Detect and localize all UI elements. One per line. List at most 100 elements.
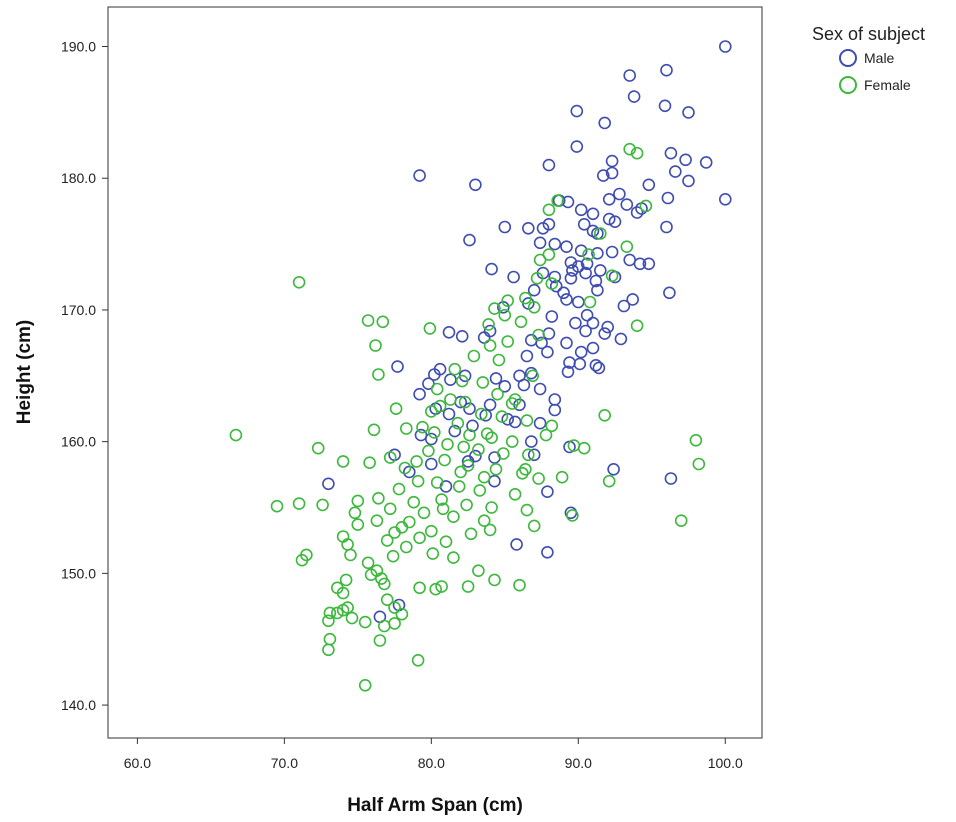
data-point-female	[369, 339, 382, 352]
data-point-male	[614, 332, 628, 346]
data-point-female	[399, 422, 413, 435]
data-point-male	[642, 178, 656, 192]
data-point-male	[521, 222, 535, 235]
legend-label-female: Female	[864, 77, 911, 93]
data-point-female	[367, 423, 381, 437]
data-point-male	[560, 336, 573, 350]
x-axis: 60.0 70.0 80.0 90.0 100.0	[124, 738, 743, 771]
data-point-female	[447, 510, 460, 524]
data-point-female	[508, 487, 522, 501]
data-point-female	[491, 387, 504, 401]
data-point-female	[295, 553, 309, 567]
data-point-male	[607, 462, 620, 476]
data-point-male	[605, 166, 619, 180]
data-point-female	[623, 142, 637, 156]
data-point-female	[444, 393, 457, 406]
data-point-female	[477, 470, 491, 484]
data-point-female	[395, 607, 409, 621]
data-point-male	[541, 545, 554, 559]
data-point-male	[517, 378, 531, 392]
data-point-female	[532, 472, 545, 485]
data-point-male	[602, 212, 616, 226]
data-point-female	[539, 428, 553, 442]
y-tick-label: 170.0	[61, 302, 96, 318]
data-point-female	[454, 465, 468, 479]
data-point-female	[292, 275, 306, 289]
data-point-female	[519, 462, 532, 476]
data-point-female	[505, 435, 519, 448]
data-point-male	[574, 203, 588, 217]
y-tick-label: 160.0	[61, 434, 96, 450]
data-point-female	[513, 578, 526, 592]
data-point-female	[492, 353, 506, 367]
data-point-male	[605, 245, 619, 259]
data-point-female	[542, 203, 556, 217]
data-point-male	[718, 40, 732, 53]
data-point-female	[429, 582, 443, 596]
data-point-female	[439, 535, 453, 549]
data-point-female	[692, 457, 706, 471]
data-point-female	[423, 322, 437, 335]
data-point-male	[496, 300, 510, 314]
data-point-female	[473, 484, 487, 497]
data-point-male	[623, 69, 637, 82]
data-point-male	[548, 270, 562, 284]
data-point-male	[682, 106, 695, 119]
data-point-male	[663, 286, 676, 300]
data-point-female	[435, 493, 448, 506]
data-point-male	[668, 165, 682, 178]
data-point-female	[483, 523, 497, 537]
data-point-female	[380, 534, 394, 547]
data-point-male	[533, 382, 547, 396]
data-point-female	[496, 447, 510, 460]
data-point-female	[336, 586, 350, 600]
data-point-female	[435, 580, 448, 593]
data-point-female	[370, 514, 384, 528]
data-point-female	[485, 501, 498, 514]
data-point-male	[569, 316, 582, 330]
data-point-male	[427, 368, 441, 381]
data-point-female	[380, 593, 394, 607]
data-point-male	[574, 345, 588, 359]
data-point-male	[483, 398, 497, 412]
data-point-male	[627, 90, 641, 103]
data-point-female	[411, 474, 425, 488]
data-point-female	[270, 499, 284, 513]
data-point-male	[536, 222, 550, 235]
data-point-female	[417, 506, 431, 520]
data-point-male	[463, 233, 476, 247]
legend-marker-male	[839, 49, 857, 67]
data-point-male	[442, 325, 456, 339]
data-point-female	[501, 335, 515, 348]
data-point-female	[527, 300, 541, 314]
data-point-female	[392, 482, 406, 496]
data-point-male	[391, 360, 404, 373]
data-point-female	[377, 619, 391, 633]
data-point-male	[448, 424, 462, 438]
data-point-female	[545, 419, 559, 433]
data-point-male	[564, 256, 578, 269]
data-point-female	[411, 653, 425, 667]
data-point-female	[602, 474, 616, 488]
data-point-male	[605, 154, 619, 168]
x-tick-label: 80.0	[418, 755, 445, 771]
data-point-male	[699, 156, 713, 169]
data-point-female	[348, 506, 362, 520]
x-tick-label: 60.0	[124, 755, 151, 771]
data-point-female	[345, 611, 359, 625]
data-point-female	[532, 328, 545, 342]
data-point-male	[598, 327, 612, 340]
data-point-male	[664, 146, 678, 160]
data-point-female	[521, 448, 535, 462]
data-point-male	[664, 472, 678, 485]
data-point-male	[527, 448, 541, 462]
data-point-female	[339, 573, 353, 587]
data-point-male	[579, 266, 592, 280]
legend: Sex of subject Male Female	[812, 24, 925, 94]
data-point-male	[424, 432, 438, 446]
data-point-female	[323, 606, 337, 620]
data-point-female	[451, 416, 465, 430]
data-point-male	[469, 449, 482, 463]
data-point-female	[485, 431, 498, 445]
data-point-female	[551, 194, 565, 207]
